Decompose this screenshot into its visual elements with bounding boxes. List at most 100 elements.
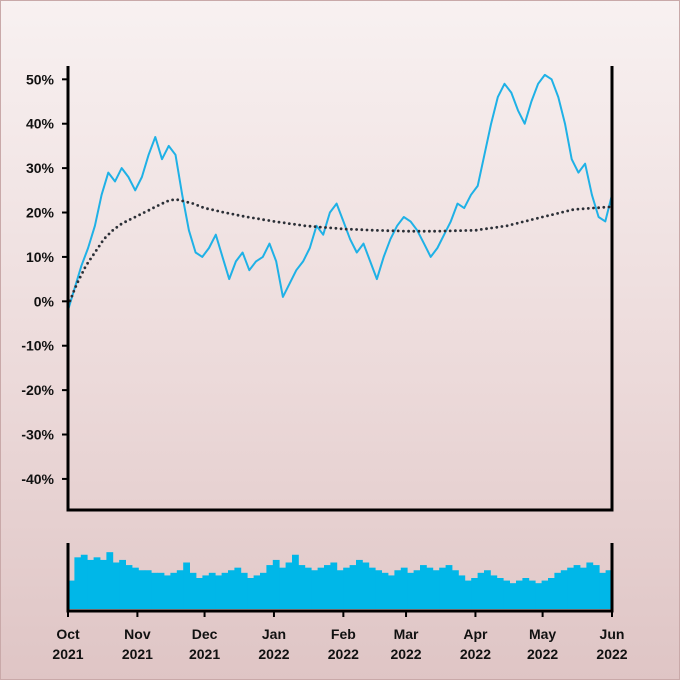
volume-bar-53: [407, 572, 414, 609]
moving-average-point-31: [176, 198, 180, 202]
volume-bar-9: [125, 565, 133, 609]
volume-bar-3: [87, 559, 94, 609]
moving-average-point-49: [267, 219, 271, 222]
moving-average-point-34: [191, 202, 195, 205]
volume-bar-39: [317, 567, 325, 609]
volume-bar-22: [208, 572, 216, 609]
return-series-line: [67, 73, 613, 311]
volume-bar-32: [272, 559, 280, 609]
x-tick-label-3: Jan 2022: [258, 626, 289, 662]
moving-average-point-89: [474, 228, 478, 232]
moving-average-point-52: [282, 221, 286, 225]
moving-average-point-95: [505, 224, 509, 228]
moving-average-point-59: [318, 225, 322, 229]
moving-average-point-30: [171, 198, 175, 202]
volume-bar-70: [516, 580, 523, 609]
volume-bar-75: [548, 578, 555, 609]
moving-average-point-66: [355, 228, 358, 231]
volume-bar-48: [375, 570, 382, 609]
moving-average-point-76: [407, 229, 410, 233]
moving-average-point-38: [211, 208, 215, 212]
volume-bar-6: [106, 552, 114, 609]
volume-bar-65: [484, 570, 491, 609]
volume-bar-64: [477, 572, 485, 609]
moving-average-point-54: [293, 222, 296, 226]
moving-average-point-108: [571, 208, 575, 212]
moving-average-point-113: [597, 206, 600, 210]
moving-average-point-109: [576, 207, 580, 211]
moving-average-point-81: [433, 229, 436, 233]
moving-average-point-10: [89, 257, 92, 261]
moving-average-point-92: [490, 226, 493, 230]
moving-average-point-93: [495, 225, 499, 229]
volume-bar-77: [560, 570, 568, 609]
moving-average-point-70: [376, 229, 379, 232]
moving-average-point-28: [161, 201, 165, 205]
moving-average-point-99: [525, 219, 529, 223]
moving-average-point-86: [459, 229, 462, 233]
moving-average-point-26: [152, 206, 155, 210]
moving-average-point-58: [313, 225, 317, 229]
volume-bar-44: [349, 565, 357, 609]
moving-average-point-43: [236, 213, 240, 217]
volume-bar-5: [100, 559, 107, 609]
moving-average-point-5: [76, 280, 80, 284]
moving-average-point-48: [262, 218, 265, 222]
volume-bar-26: [234, 567, 242, 609]
volume-bar-72: [528, 580, 536, 609]
moving-average-point-41: [226, 211, 230, 215]
volume-bar-71: [522, 578, 530, 609]
volume-bar-37: [304, 567, 312, 609]
moving-average-point-96: [510, 223, 514, 226]
moving-average-point-42: [231, 212, 235, 216]
volume-bar-84: [605, 570, 613, 609]
volume-bar-40: [324, 565, 331, 609]
volume-bar-61: [458, 575, 466, 609]
volume-bar-47: [368, 567, 376, 609]
moving-average-point-7: [81, 271, 84, 274]
volume-bar-43: [343, 567, 350, 609]
moving-average-point-8: [83, 266, 87, 270]
moving-average-point-105: [556, 212, 559, 215]
moving-average-point-6: [78, 275, 82, 279]
volume-bar-8: [119, 559, 126, 609]
moving-average-point-14: [100, 240, 104, 244]
x-tick-label-5: Mar 2022: [390, 626, 421, 662]
y-tick-label-3: 20%: [26, 205, 55, 221]
moving-average-point-44: [241, 214, 245, 218]
volume-bar-0: [68, 580, 75, 609]
volume-bar-50: [388, 575, 395, 609]
moving-average-point-9: [86, 261, 89, 265]
volume-bar-7: [112, 562, 120, 609]
volume-bar-1: [74, 557, 82, 609]
moving-average-point-51: [277, 220, 281, 224]
x-tick-label-1: Nov 2021: [122, 626, 153, 662]
volume-bar-33: [279, 567, 286, 609]
volume-bar-49: [381, 572, 389, 609]
moving-average-point-75: [402, 229, 405, 233]
volume-bar-20: [196, 578, 203, 609]
moving-average-point-62: [334, 226, 338, 230]
volume-bar-38: [311, 570, 318, 609]
y-tick-label-9: -40%: [21, 471, 54, 487]
volume-bar-78: [567, 567, 574, 609]
moving-average-point-29: [166, 199, 170, 203]
y-tick-label-1: 40%: [26, 116, 55, 132]
moving-average-point-63: [339, 227, 343, 231]
volume-bar-27: [240, 572, 248, 609]
x-tick-label-8: Jun 2022: [596, 626, 627, 662]
moving-average-point-46: [252, 216, 255, 220]
moving-average-point-90: [479, 228, 483, 231]
moving-average-point-100: [530, 218, 534, 221]
volume-bar-18: [183, 562, 190, 609]
y-tick-label-0: 50%: [26, 71, 55, 87]
moving-average-point-17: [111, 229, 115, 232]
volume-bar-31: [266, 565, 274, 609]
volume-bar-34: [285, 562, 293, 609]
moving-average-point-84: [448, 229, 452, 233]
moving-average-point-56: [303, 224, 307, 228]
moving-average-point-19: [119, 222, 123, 226]
moving-average-point-13: [97, 244, 101, 248]
moving-average-point-115: [607, 205, 611, 209]
moving-average-point-103: [546, 214, 549, 218]
